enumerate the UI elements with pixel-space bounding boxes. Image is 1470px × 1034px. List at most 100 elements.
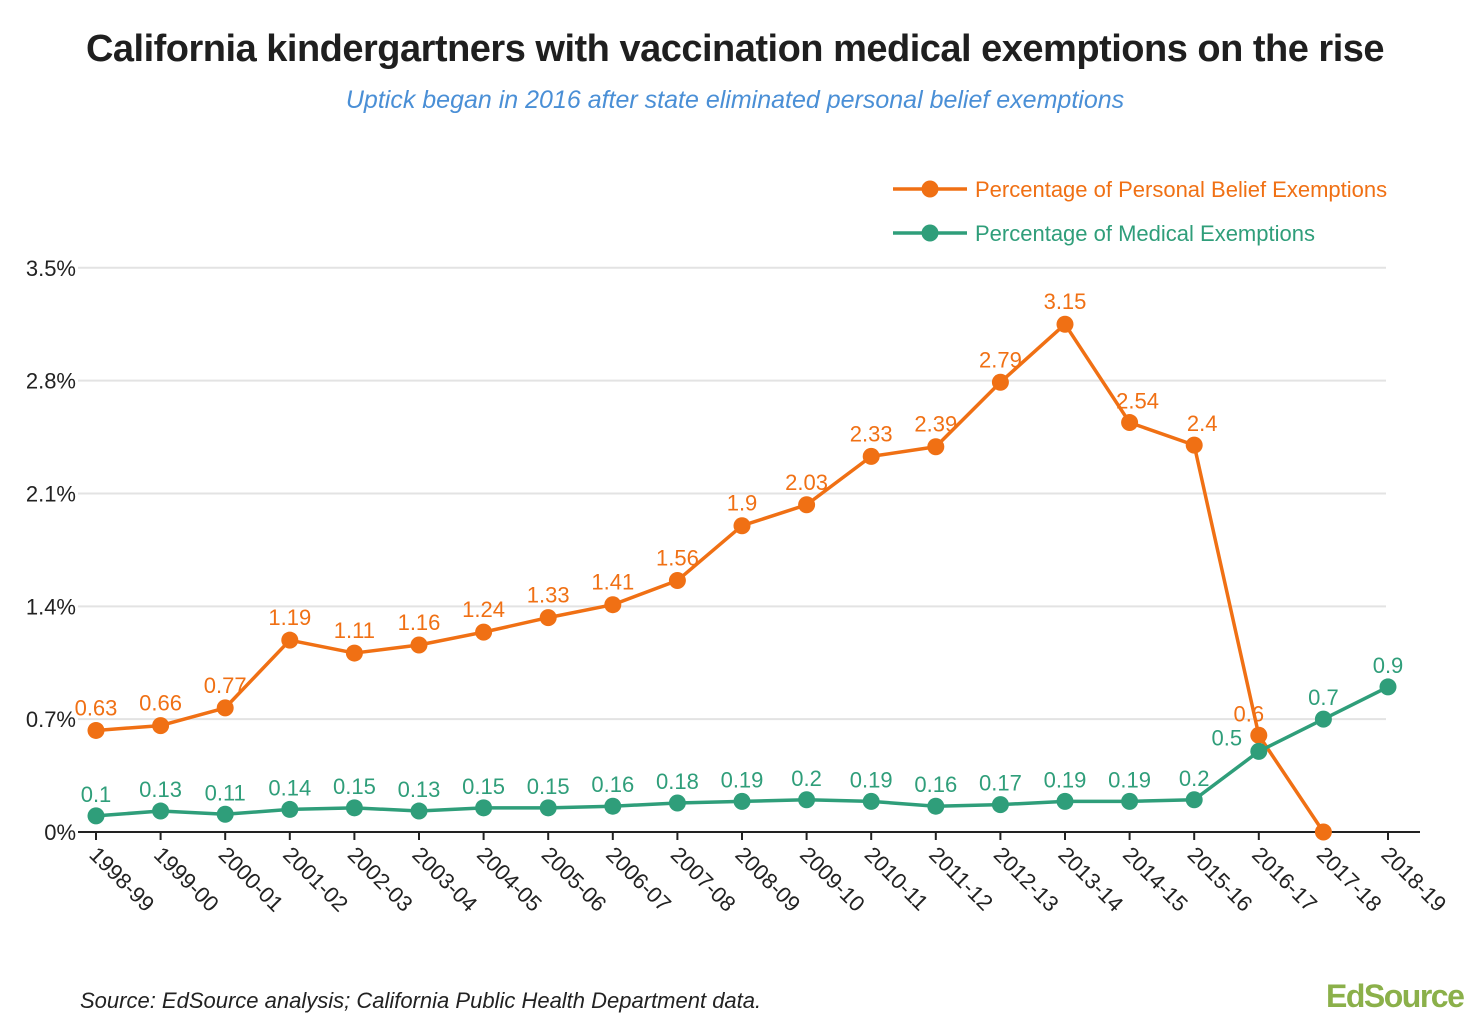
x-tick-label: 2012-13 — [989, 842, 1064, 917]
data-label: 3.15 — [1044, 289, 1087, 314]
x-tick-label: 2017-18 — [1312, 842, 1387, 917]
data-label: 0.13 — [398, 777, 441, 802]
medical-point — [539, 799, 557, 817]
pbe-point — [798, 496, 816, 514]
data-label: 0.19 — [1044, 767, 1087, 792]
medical-point — [152, 802, 170, 820]
data-label: 2.79 — [979, 347, 1022, 372]
data-label: 0.19 — [1108, 767, 1151, 792]
legend-marker — [921, 224, 939, 242]
x-tick-label: 1999-00 — [149, 842, 224, 917]
pbe-point — [475, 623, 493, 641]
medical-point — [87, 807, 105, 825]
pbe-point — [410, 636, 428, 654]
x-tick-label: 2003-04 — [407, 842, 482, 917]
pbe-point — [1121, 414, 1139, 432]
y-tick-label: 2.1% — [26, 481, 76, 506]
data-label: 2.33 — [850, 421, 893, 446]
data-label: 0.14 — [268, 775, 311, 800]
data-label: 0.2 — [791, 766, 822, 791]
x-tick-label: 2011-12 — [924, 842, 998, 916]
legend-marker — [921, 180, 939, 198]
medical-point — [1314, 710, 1332, 728]
source-note: Source: EdSource analysis; California Pu… — [80, 988, 762, 1013]
data-label: 1.56 — [656, 546, 699, 571]
data-label: 0.5 — [1212, 725, 1243, 750]
data-label: 0.15 — [527, 774, 570, 799]
data-label: 0.11 — [205, 780, 246, 805]
y-tick-label: 3.5% — [26, 256, 76, 281]
data-label: 0.7 — [1308, 685, 1339, 710]
pbe-point — [1314, 823, 1332, 841]
medical-point — [1056, 792, 1074, 810]
x-tick-label: 2002-03 — [343, 842, 418, 917]
medical-point — [1185, 791, 1203, 809]
data-label: 2.03 — [785, 470, 828, 495]
pbe-point — [345, 644, 363, 662]
medical-point — [281, 800, 299, 818]
data-label: 0.63 — [75, 695, 118, 720]
pbe-point — [927, 438, 945, 456]
data-label: 0.66 — [139, 691, 182, 716]
x-tick-label: 2016-17 — [1247, 842, 1322, 917]
data-label: 1.33 — [527, 583, 570, 608]
series-line-personal-belief — [95, 322, 1325, 833]
data-label: 2.39 — [914, 412, 957, 437]
medical-point — [1379, 678, 1397, 696]
data-label: 0.18 — [656, 769, 699, 794]
data-label: 0.15 — [462, 774, 505, 799]
legend-label: Percentage of Personal Belief Exemptions — [975, 177, 1387, 202]
pbe-point — [539, 609, 557, 627]
data-label: 0.2 — [1179, 766, 1210, 791]
pbe-point — [1056, 315, 1074, 333]
x-tick-label: 2009-10 — [795, 842, 870, 917]
medical-point — [345, 799, 363, 817]
pbe-point — [733, 517, 751, 535]
medical-point — [798, 791, 816, 809]
pbe-point — [216, 699, 234, 717]
data-label: 0.19 — [850, 767, 893, 792]
x-tick-label: 2015-16 — [1183, 842, 1258, 917]
chart-subtitle: Uptick began in 2016 after state elimina… — [345, 86, 1125, 114]
medical-point — [1250, 742, 1268, 760]
pbe-point — [152, 717, 170, 735]
x-tick-label: 1998-99 — [84, 842, 159, 917]
data-label: 0.15 — [333, 774, 376, 799]
medical-point — [410, 802, 428, 820]
edsource-logo: EdSource — [1326, 978, 1465, 1014]
medical-point — [216, 805, 234, 823]
data-label: 0.17 — [979, 771, 1022, 796]
y-tick-label: 1.4% — [26, 594, 76, 619]
pbe-point — [668, 572, 686, 590]
pbe-point — [1250, 726, 1268, 744]
x-tick-label: 2018-19 — [1376, 842, 1451, 917]
legend-label: Percentage of Medical Exemptions — [975, 221, 1315, 246]
medical-point — [1121, 792, 1139, 810]
data-label: 0.1 — [81, 782, 112, 807]
x-tick-label: 2007-08 — [666, 842, 741, 917]
data-label: 1.9 — [727, 491, 758, 516]
pbe-point — [862, 447, 880, 465]
x-tick-label: 2006-07 — [601, 842, 676, 917]
data-label: 1.16 — [398, 610, 441, 635]
y-tick-label: 0% — [44, 820, 76, 845]
x-tick-label: 2008-09 — [730, 842, 805, 917]
y-tick-label: 0.7% — [26, 707, 76, 732]
pbe-point — [1185, 436, 1203, 454]
data-label: 0.6 — [1234, 701, 1265, 726]
x-tick-label: 2001-02 — [278, 842, 353, 917]
x-tick-label: 2010-11 — [860, 842, 934, 916]
data-label: 0.13 — [139, 777, 182, 802]
medical-point — [604, 797, 622, 815]
data-label: 0.19 — [721, 767, 764, 792]
x-tick-label: 2005-06 — [537, 842, 612, 917]
data-label: 2.54 — [1116, 389, 1159, 414]
x-tick-label: 2014-15 — [1118, 842, 1193, 917]
data-label: 1.41 — [591, 570, 634, 595]
data-label: 0.9 — [1373, 653, 1404, 678]
x-tick-label: 2004-05 — [472, 842, 547, 917]
data-label: 1.11 — [334, 618, 375, 643]
data-label: 0.77 — [204, 673, 247, 698]
medical-point — [733, 792, 751, 810]
data-label: 0.16 — [591, 772, 634, 797]
